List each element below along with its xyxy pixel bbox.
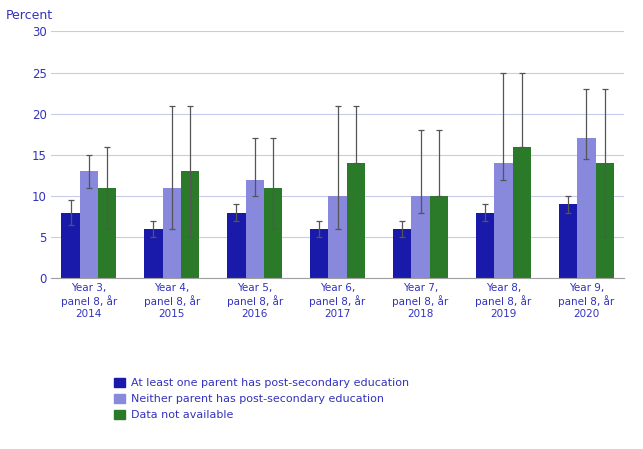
Bar: [559, 204, 577, 278]
Bar: [246, 180, 264, 278]
Bar: [476, 212, 494, 278]
Bar: [393, 229, 412, 278]
Bar: [595, 163, 614, 278]
Bar: [310, 229, 329, 278]
Bar: [412, 196, 430, 278]
Bar: [61, 212, 80, 278]
Text: Percent: Percent: [6, 9, 53, 22]
Bar: [264, 188, 282, 278]
Bar: [80, 172, 98, 278]
Bar: [181, 172, 199, 278]
Bar: [494, 163, 512, 278]
Bar: [227, 212, 246, 278]
Bar: [430, 196, 448, 278]
Bar: [329, 196, 347, 278]
Bar: [98, 188, 116, 278]
Legend: At least one parent has post-secondary education, Neither parent has post-second: At least one parent has post-secondary e…: [114, 378, 409, 420]
Bar: [144, 229, 163, 278]
Bar: [163, 188, 181, 278]
Bar: [347, 163, 365, 278]
Bar: [577, 138, 595, 278]
Bar: [512, 147, 531, 278]
